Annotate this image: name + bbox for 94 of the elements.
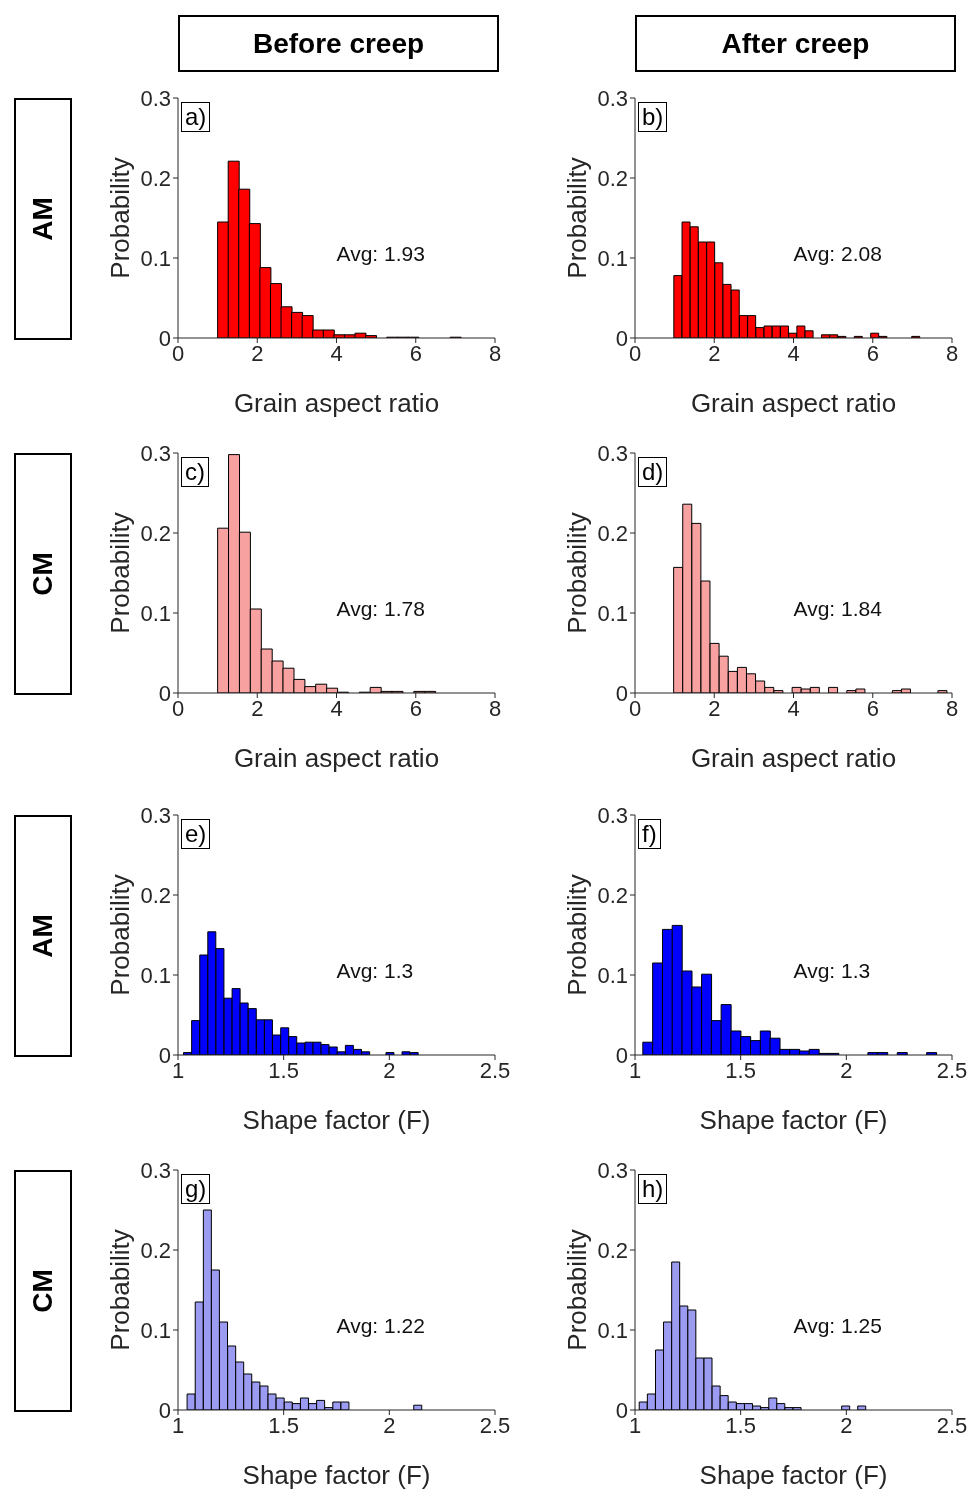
y-axis-title: Probability [105, 1229, 136, 1351]
y-axis-title: Probability [562, 512, 593, 634]
y-tick-label: 0.2 [140, 520, 171, 546]
x-tick-label: 6 [409, 340, 422, 366]
text: CM [26, 1269, 59, 1313]
y-tick-label: 0.2 [597, 882, 628, 908]
annotation: Avg: 1.3 [336, 959, 414, 983]
x-tick-label: 8 [488, 695, 502, 721]
x-tick-label: 1 [171, 1412, 185, 1438]
text: AM [26, 914, 59, 958]
y-tick-label: 0.3 [597, 1157, 628, 1183]
x-tick-label: 8 [945, 695, 959, 721]
x-axis-title: Grain aspect ratio [233, 743, 440, 773]
x-axis-title: Shape factor (F) [699, 1105, 888, 1135]
chart-title: Before creep [178, 15, 499, 72]
y-tick-label: 0.2 [597, 520, 628, 546]
x-axis-title: Grain aspect ratio [690, 743, 897, 773]
x-tick-label: 8 [488, 340, 502, 366]
annotation: f) [638, 819, 661, 849]
y-tick-label: 0.3 [597, 802, 628, 828]
annotation: Avg: 1.84 [793, 597, 882, 621]
x-tick-label: 1.5 [268, 1057, 299, 1083]
x-tick-label: 1 [628, 1057, 642, 1083]
x-axis-title: Shape factor (F) [242, 1105, 431, 1135]
y-tick-label: 0.3 [597, 85, 628, 111]
x-tick-label: 2 [251, 695, 264, 721]
x-tick-label: 6 [409, 695, 422, 721]
annotation: d) [638, 457, 668, 487]
x-tick-label: 1 [171, 1057, 185, 1083]
annotation: e) [181, 819, 211, 849]
x-tick-label: 2 [383, 1057, 396, 1083]
y-axis-title: Probability [562, 1229, 593, 1351]
y-axis-title: Probability [562, 157, 593, 279]
y-tick-label: 0.2 [597, 1237, 628, 1263]
x-tick-label: 2 [383, 1412, 396, 1438]
y-tick-label: 0.2 [140, 1237, 171, 1263]
text: AM [26, 197, 59, 241]
y-axis-title: Probability [105, 512, 136, 634]
x-tick-label: 2 [840, 1412, 853, 1438]
annotation: b) [638, 102, 668, 132]
y-axis-title: Probability [562, 874, 593, 996]
annotation: Avg: 2.08 [793, 242, 882, 266]
annotation: Avg: 1.93 [336, 242, 425, 266]
y-tick-label: 0.1 [140, 600, 171, 626]
annotation: h) [638, 1174, 668, 1204]
x-tick-label: 2 [251, 340, 264, 366]
x-tick-label: 2 [708, 340, 721, 366]
y-tick-label: 0.2 [597, 165, 628, 191]
x-tick-label: 4 [330, 340, 343, 366]
x-tick-label: 2 [708, 695, 721, 721]
x-tick-label: 4 [787, 340, 800, 366]
y-axis-title: Probability [105, 874, 136, 996]
x-tick-label: 2.5 [936, 1412, 968, 1438]
y-tick-label: 0.3 [140, 1157, 171, 1183]
x-tick-label: 1.5 [268, 1412, 299, 1438]
annotation: Avg: 1.3 [793, 959, 871, 983]
y-tick-label: 0.1 [597, 962, 628, 988]
x-axis-title: Grain aspect ratio [233, 388, 440, 418]
annotation: c) [181, 457, 209, 487]
x-axis-title: Shape factor (F) [242, 1460, 431, 1490]
y-axis-title: Probability [105, 157, 136, 279]
x-tick-label: 1 [628, 1412, 642, 1438]
annotation: a) [181, 102, 211, 132]
x-tick-label: 4 [330, 695, 343, 721]
x-tick-label: 2.5 [479, 1412, 511, 1438]
y-tick-label: 0.1 [140, 1317, 171, 1343]
x-axis-title: Shape factor (F) [699, 1460, 888, 1490]
y-tick-label: 0.3 [140, 85, 171, 111]
x-tick-label: 2 [840, 1057, 853, 1083]
x-tick-label: 6 [866, 340, 879, 366]
y-tick-label: 0.1 [597, 1317, 628, 1343]
annotation: Avg: 1.25 [793, 1314, 882, 1338]
y-tick-label: 0.3 [140, 802, 171, 828]
x-tick-label: 1.5 [725, 1057, 756, 1083]
x-tick-label: 2.5 [936, 1057, 968, 1083]
y-tick-label: 0.1 [140, 962, 171, 988]
x-tick-label: 8 [945, 340, 959, 366]
annotation: Avg: 1.22 [336, 1314, 425, 1338]
y-tick-label: 0.1 [597, 245, 628, 271]
y-tick-label: 0.2 [140, 165, 171, 191]
y-tick-label: 0.1 [597, 600, 628, 626]
x-tick-label: 6 [866, 695, 879, 721]
annotation: g) [181, 1174, 211, 1204]
x-tick-label: 1.5 [725, 1412, 756, 1438]
y-tick-label: 0.3 [140, 440, 171, 466]
x-tick-label: 2.5 [479, 1057, 511, 1083]
x-tick-label: 4 [787, 695, 800, 721]
y-tick-label: 0.2 [140, 882, 171, 908]
annotation: Avg: 1.78 [336, 597, 425, 621]
y-tick-label: 0.3 [597, 440, 628, 466]
chart-title: After creep [635, 15, 956, 72]
y-tick-label: 0.1 [140, 245, 171, 271]
text: CM [26, 552, 59, 596]
x-axis-title: Grain aspect ratio [690, 388, 897, 418]
